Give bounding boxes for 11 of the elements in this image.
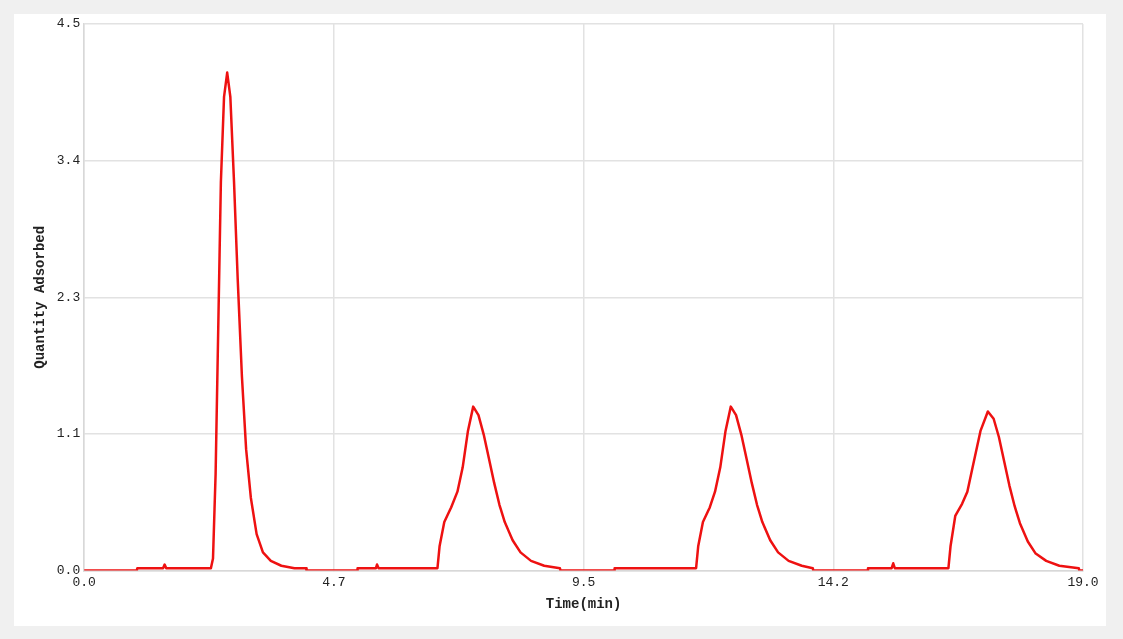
y-tick-label: 2.3 <box>56 289 81 305</box>
y-tick-label: 3.4 <box>56 153 81 169</box>
x-tick-label: 14.2 <box>817 574 849 590</box>
y-axis-title: Quantity Adsorbed <box>31 225 48 369</box>
y-tick-label: 1.1 <box>56 426 81 442</box>
x-tick-label: 9.5 <box>571 574 596 590</box>
x-tick-label: 4.7 <box>322 574 346 590</box>
x-axis-title: Time(min) <box>545 596 622 613</box>
x-tick-label: 0.0 <box>72 574 96 590</box>
y-tick-label: 4.5 <box>56 16 81 32</box>
x-tick-label: 19.0 <box>1067 574 1099 590</box>
